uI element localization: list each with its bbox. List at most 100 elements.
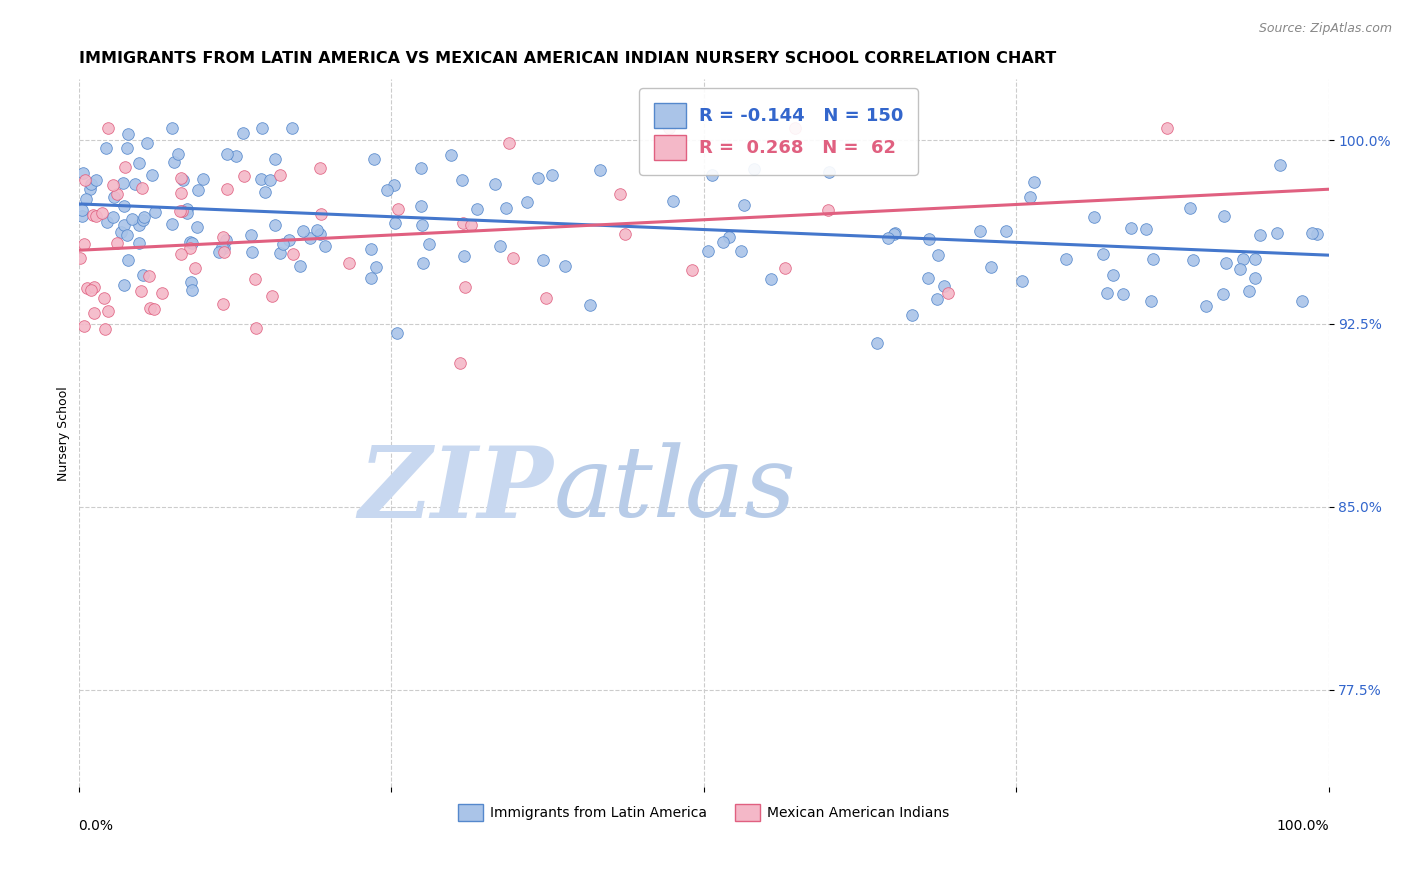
Point — [454, 280, 477, 294]
Point — [117, 252, 139, 267]
Text: atlas: atlas — [554, 442, 796, 538]
Point — [1244, 270, 1267, 285]
Point — [129, 284, 152, 298]
Text: Source: ZipAtlas.com: Source: ZipAtlas.com — [1258, 22, 1392, 36]
Point — [1024, 175, 1046, 189]
Point — [498, 136, 520, 151]
Point — [1102, 268, 1125, 282]
Point — [150, 286, 173, 301]
Point — [112, 199, 135, 213]
Point — [364, 260, 387, 275]
Point — [163, 154, 186, 169]
Point — [288, 260, 311, 274]
Point — [718, 229, 741, 244]
Point — [80, 178, 103, 192]
Point — [540, 168, 562, 182]
Point — [927, 247, 949, 261]
Y-axis label: Nursery School: Nursery School — [58, 386, 70, 481]
Point — [932, 278, 955, 293]
Point — [1054, 252, 1077, 266]
Point — [211, 230, 233, 244]
Point — [658, 121, 681, 136]
Point — [181, 283, 204, 297]
Point — [1265, 227, 1288, 241]
Point — [877, 231, 900, 245]
Point — [90, 206, 112, 220]
Point — [761, 272, 783, 286]
Point — [308, 227, 330, 242]
Point — [70, 209, 93, 223]
Point — [1018, 190, 1040, 204]
Point — [614, 227, 637, 241]
Point — [292, 223, 315, 237]
Point — [298, 231, 321, 245]
Point — [169, 247, 191, 261]
Point — [94, 322, 117, 336]
Point — [211, 297, 233, 311]
Point — [969, 224, 991, 238]
Point — [1194, 299, 1216, 313]
Point — [263, 152, 285, 166]
Point — [314, 239, 336, 253]
Point — [134, 211, 156, 225]
Point — [817, 202, 839, 217]
Point — [785, 121, 807, 136]
Point — [578, 298, 600, 312]
Point — [1301, 226, 1323, 240]
Point — [121, 212, 143, 227]
Point — [411, 218, 433, 232]
Point — [143, 205, 166, 219]
Point — [1011, 274, 1033, 288]
Point — [1291, 294, 1313, 309]
Point — [112, 177, 135, 191]
Point — [451, 172, 474, 186]
Point — [128, 218, 150, 232]
Point — [172, 173, 194, 187]
Point — [360, 271, 382, 285]
Point — [211, 240, 233, 254]
Point — [866, 336, 889, 351]
Point — [259, 173, 281, 187]
Point — [363, 152, 385, 166]
Point — [112, 277, 135, 292]
Point — [184, 260, 207, 275]
Point — [818, 164, 841, 178]
Point — [170, 170, 193, 185]
Point — [418, 236, 440, 251]
Point — [1142, 252, 1164, 267]
Point — [105, 186, 128, 201]
Point — [502, 251, 524, 265]
Point — [128, 235, 150, 250]
Point — [609, 186, 631, 201]
Point — [215, 147, 238, 161]
Point — [115, 227, 138, 242]
Point — [73, 237, 96, 252]
Point — [1083, 211, 1105, 225]
Point — [453, 249, 475, 263]
Point — [730, 244, 752, 258]
Point — [883, 227, 905, 242]
Point — [172, 204, 194, 219]
Point — [412, 256, 434, 270]
Point — [1135, 222, 1157, 236]
Point — [143, 301, 166, 316]
Point — [337, 255, 360, 269]
Point — [250, 171, 273, 186]
Point — [186, 183, 208, 197]
Point — [115, 141, 138, 155]
Point — [534, 291, 557, 305]
Point — [80, 283, 103, 297]
Legend: Immigrants from Latin America, Mexican American Indians: Immigrants from Latin America, Mexican A… — [453, 798, 955, 827]
Point — [179, 235, 201, 249]
Point — [460, 219, 482, 233]
Point — [215, 233, 238, 247]
Point — [308, 161, 330, 176]
Point — [281, 247, 304, 261]
Point — [212, 244, 235, 259]
Point — [191, 172, 214, 186]
Point — [1178, 201, 1201, 215]
Point — [1139, 294, 1161, 309]
Point — [1249, 227, 1271, 242]
Point — [1095, 286, 1118, 301]
Point — [101, 211, 124, 225]
